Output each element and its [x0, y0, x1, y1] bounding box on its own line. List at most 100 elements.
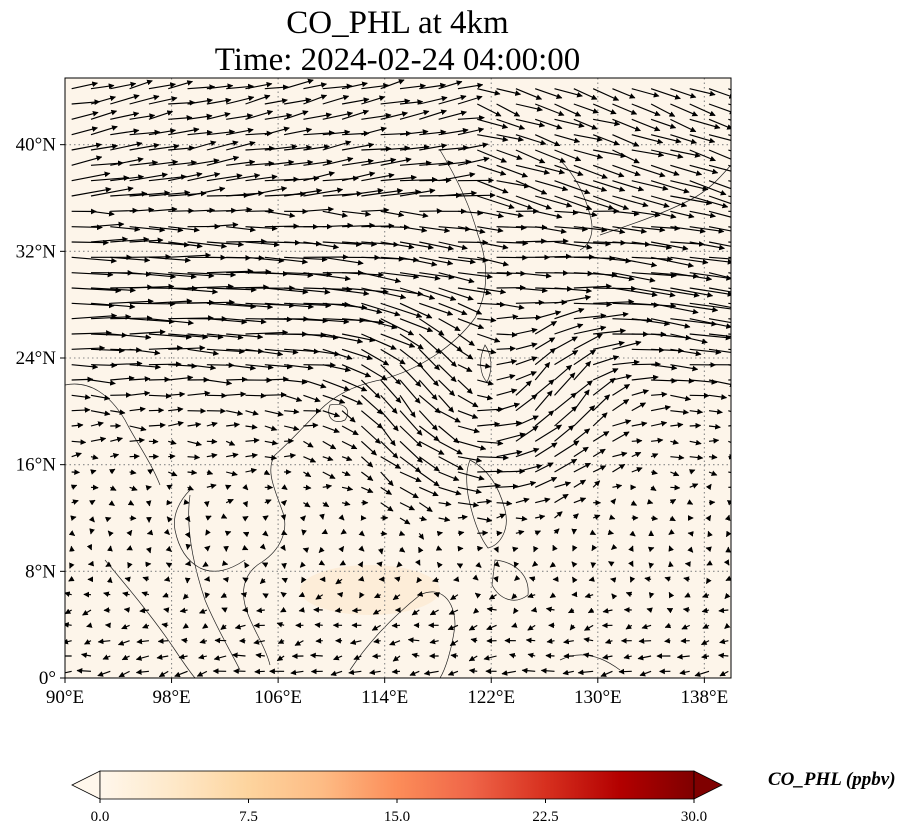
wind-arrow — [438, 226, 472, 232]
wind-arrow — [457, 142, 489, 151]
wind-arrow — [573, 325, 607, 335]
wind-arrow — [187, 171, 221, 182]
wind-arrow — [338, 545, 345, 553]
wind-arrow — [418, 410, 438, 431]
wind-arrow — [88, 516, 95, 523]
wind-arrow — [168, 287, 219, 295]
wind-arrow — [705, 483, 712, 491]
wind-arrow — [394, 576, 401, 583]
wind-arrow — [110, 128, 140, 136]
wind-arrow — [477, 348, 497, 355]
wind-arrow — [515, 342, 538, 350]
wind-arrow — [107, 530, 114, 537]
wind-arrow — [496, 331, 518, 338]
wind-arrow — [631, 195, 670, 208]
wind-arrow — [496, 240, 529, 246]
wind-arrow — [612, 226, 647, 234]
wind-arrow — [240, 592, 247, 598]
wind-arrow — [631, 149, 665, 158]
wind-arrow — [418, 394, 441, 414]
wind-arrow — [68, 530, 76, 537]
wind-arrow — [361, 223, 395, 229]
wind-arrow — [322, 348, 353, 360]
wind-arrow — [689, 210, 716, 219]
wind-arrow — [145, 547, 152, 554]
wind-arrow — [110, 190, 148, 197]
wind-arrow — [648, 562, 655, 569]
hainan — [328, 404, 349, 422]
wind-arrow — [573, 380, 593, 396]
wind-arrow — [399, 256, 438, 267]
wind-arrow — [631, 103, 661, 117]
wind-arrow — [90, 95, 116, 105]
wind-arrow — [399, 486, 419, 499]
wind-arrow — [187, 469, 198, 476]
wind-arrow — [284, 408, 300, 415]
lat-tick-label: 32°N — [16, 241, 57, 262]
wind-arrow — [475, 561, 482, 568]
wind-arrow — [689, 272, 731, 281]
colorbar-extend-max — [693, 770, 723, 800]
wind-arrow — [283, 110, 309, 120]
wind-arrow — [631, 361, 661, 368]
wind-arrow — [592, 195, 630, 210]
wind-arrow — [631, 210, 661, 218]
wind-arrow — [163, 576, 171, 582]
wind-arrow — [284, 188, 323, 197]
lon-tick-label: 138°E — [681, 687, 729, 708]
wind-arrow — [245, 174, 278, 182]
wind-arrow — [226, 333, 264, 340]
wind-arrow — [129, 226, 166, 233]
wind-arrow — [670, 149, 701, 158]
wind-arrow — [728, 180, 731, 182]
wind-arrow — [322, 129, 351, 136]
wind-arrow — [71, 452, 82, 458]
wind-arrow — [631, 88, 660, 98]
wind-arrow — [718, 652, 729, 659]
wind-arrow — [127, 499, 135, 506]
wind-arrow — [553, 528, 560, 535]
wind-arrow — [206, 333, 244, 341]
wind-arrow — [399, 302, 433, 319]
wind-arrow — [264, 112, 293, 120]
wind-arrow — [181, 637, 188, 644]
wind-arrow — [419, 95, 448, 105]
wind-arrow — [399, 379, 421, 404]
wind-arrow — [148, 376, 171, 383]
wind-arrow — [593, 340, 625, 350]
wind-arrow — [284, 97, 312, 105]
wind-arrow — [280, 544, 286, 551]
wind-arrow — [226, 95, 255, 105]
wind-arrow — [123, 607, 130, 613]
wind-arrow — [457, 82, 484, 90]
wind-arrow — [110, 409, 126, 416]
wind-arrow — [650, 453, 659, 459]
wind-arrow — [631, 451, 642, 458]
wind-arrow — [148, 407, 165, 414]
wind-arrow — [303, 241, 340, 250]
wind-arrow — [264, 159, 295, 166]
wind-arrow — [477, 454, 509, 461]
wind-arrow — [399, 502, 415, 511]
wind-arrow — [360, 456, 374, 468]
wind-arrow — [418, 502, 433, 512]
wind-arrow — [438, 471, 460, 481]
wind-arrow — [670, 394, 692, 402]
wind-arrow — [457, 226, 486, 235]
wind-arrow — [554, 392, 577, 412]
wind-arrow — [399, 176, 438, 183]
wind-arrow — [129, 79, 153, 90]
wind-arrow — [148, 298, 193, 305]
wind-arrow — [380, 348, 406, 365]
colorbar-tick-label: 22.5 — [532, 809, 558, 825]
wind-arrow — [264, 287, 309, 295]
wind-arrow — [650, 302, 699, 315]
wind-arrow — [419, 256, 454, 266]
colorbar-label: CO_PHL (ppbv) — [768, 769, 896, 790]
wind-arrow — [129, 329, 166, 335]
sumatra — [104, 559, 196, 678]
wind-arrow — [670, 180, 709, 192]
wind-arrow — [168, 471, 178, 477]
wind-arrow — [651, 437, 664, 444]
wind-arrow — [168, 241, 203, 249]
